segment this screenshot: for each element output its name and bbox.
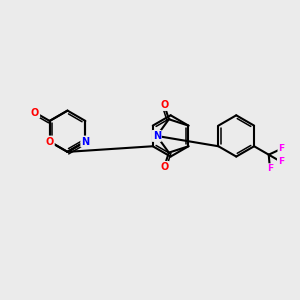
Text: O: O: [160, 162, 168, 172]
Text: O: O: [46, 136, 54, 147]
Text: F: F: [278, 144, 284, 153]
Text: F: F: [278, 157, 284, 166]
Text: O: O: [160, 100, 168, 110]
Text: N: N: [81, 136, 89, 147]
Text: N: N: [153, 131, 161, 141]
Text: O: O: [31, 107, 39, 118]
Text: F: F: [267, 164, 273, 173]
